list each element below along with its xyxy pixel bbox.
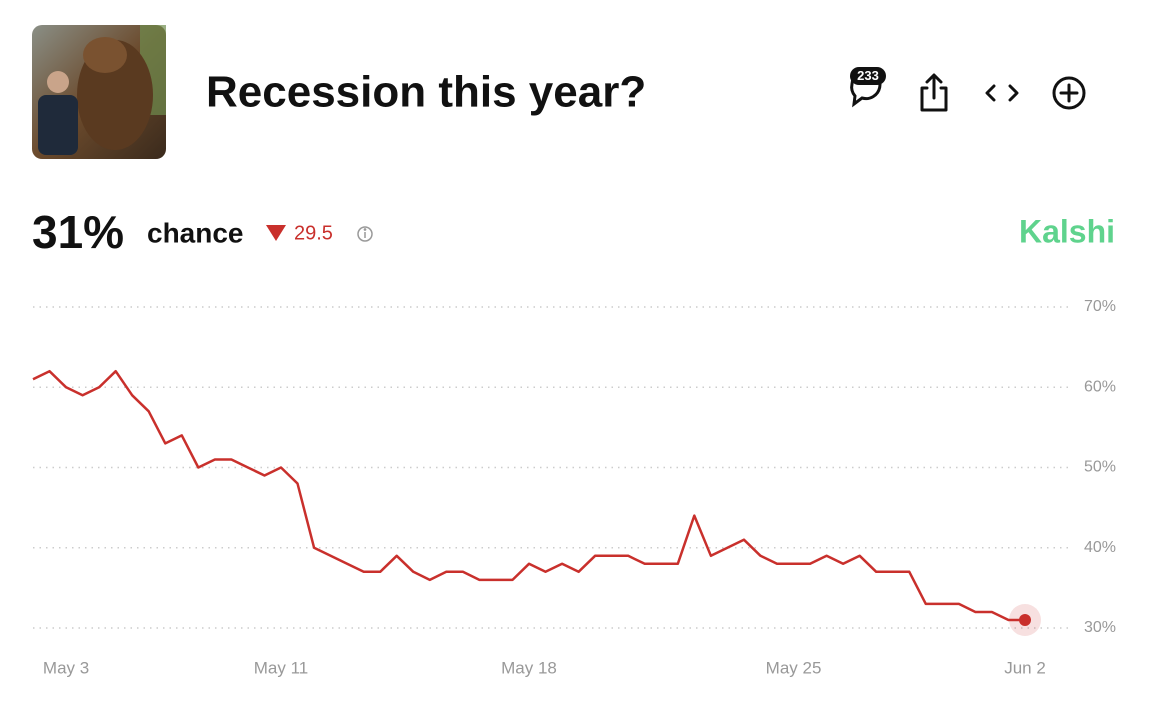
probability-label: chance xyxy=(147,217,244,248)
share-button[interactable] xyxy=(920,73,948,112)
embed-button[interactable] xyxy=(985,84,1019,102)
market-image xyxy=(32,25,166,159)
y-tick-label: 30% xyxy=(1084,619,1116,636)
y-tick-label: 60% xyxy=(1084,378,1116,395)
probability: 31% xyxy=(32,206,124,258)
x-tick-label: May 18 xyxy=(501,658,557,677)
price-line xyxy=(32,369,1025,622)
x-tick-label: May 11 xyxy=(254,658,309,677)
info-icon[interactable] xyxy=(357,226,373,242)
source: Kalshi xyxy=(1019,213,1115,249)
change: 29.5 xyxy=(294,222,333,244)
endpoint xyxy=(1019,613,1031,626)
market-title: Recession this year? xyxy=(206,68,646,117)
comment-count: 233 xyxy=(857,68,879,83)
comments-button[interactable]: 233 xyxy=(850,67,886,108)
y-tick-label: 50% xyxy=(1084,459,1116,476)
x-tick-label: May 25 xyxy=(766,658,822,677)
y-tick-label: 40% xyxy=(1084,539,1116,556)
x-tick-label: Jun 2 xyxy=(1004,658,1046,677)
chart: 30% 40% 50% 60% 70% May 3 May 11 May 18 May 25 Ju… xyxy=(32,298,1116,677)
down-arrow xyxy=(266,225,286,241)
add-button[interactable] xyxy=(1052,76,1086,110)
x-tick-label: May 3 xyxy=(43,658,89,677)
y-tick-label: 70% xyxy=(1084,298,1116,315)
